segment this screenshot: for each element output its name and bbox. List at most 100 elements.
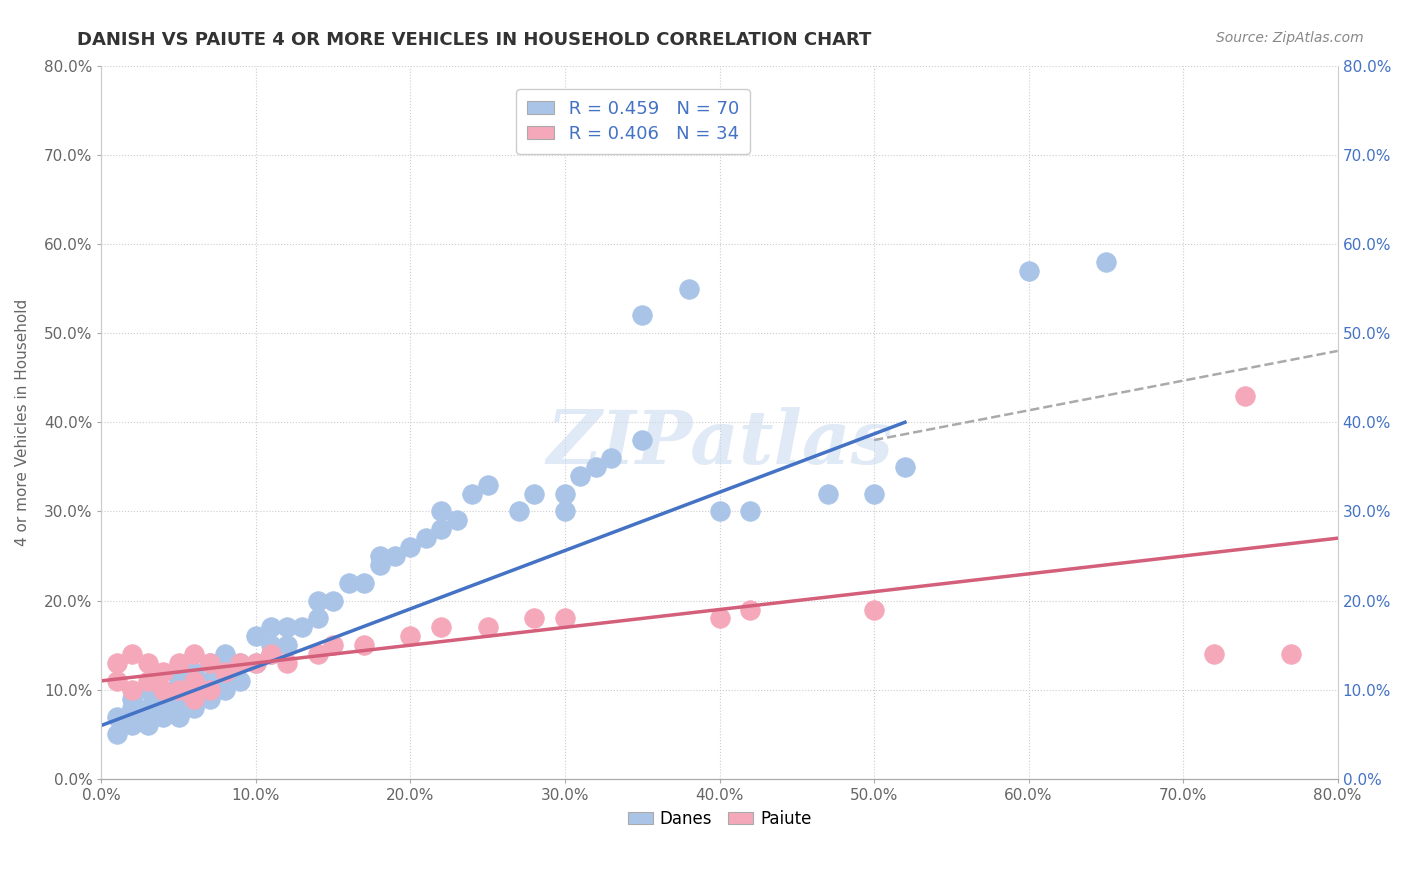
Y-axis label: 4 or more Vehicles in Household: 4 or more Vehicles in Household [15,299,30,546]
Point [709,504,731,518]
Point [136,718,159,732]
Point [399,629,422,643]
Point [384,549,406,563]
Point [260,647,283,661]
Point [353,638,375,652]
Point [276,638,298,652]
Point [198,691,221,706]
Point [214,647,236,661]
Point [198,682,221,697]
Point [105,656,128,670]
Point [183,700,205,714]
Point [245,656,267,670]
Point [477,620,499,634]
Point [368,549,391,563]
Point [1279,647,1302,661]
Point [167,682,190,697]
Point [183,691,205,706]
Point [229,673,252,688]
Point [600,450,623,465]
Point [415,531,437,545]
Point [198,673,221,688]
Point [894,459,917,474]
Text: Source: ZipAtlas.com: Source: ZipAtlas.com [1216,31,1364,45]
Point [167,700,190,714]
Point [136,656,159,670]
Point [307,647,329,661]
Point [229,656,252,670]
Point [260,620,283,634]
Point [337,575,360,590]
Point [430,504,453,518]
Point [477,477,499,491]
Point [523,486,546,500]
Point [554,611,576,625]
Point [167,691,190,706]
Point [461,486,484,500]
Point [322,638,344,652]
Point [198,682,221,697]
Point [183,647,205,661]
Point [863,486,886,500]
Point [430,522,453,536]
Point [152,709,174,723]
Point [276,620,298,634]
Text: ZIPatlas: ZIPatlas [546,408,893,480]
Point [121,709,143,723]
Point [136,673,159,688]
Point [183,673,205,688]
Point [214,665,236,679]
Point [152,665,174,679]
Point [399,540,422,554]
Point [569,468,592,483]
Point [183,682,205,697]
Point [121,718,143,732]
Point [136,682,159,697]
Point [121,691,143,706]
Point [152,691,174,706]
Point [214,665,236,679]
Point [740,602,762,616]
Point [554,504,576,518]
Point [136,709,159,723]
Point [817,486,839,500]
Point [167,709,190,723]
Point [863,602,886,616]
Point [245,656,267,670]
Point [446,513,468,527]
Point [353,575,375,590]
Point [585,459,607,474]
Point [105,727,128,741]
Point [631,308,654,322]
Point [307,593,329,607]
Point [214,682,236,697]
Point [198,656,221,670]
Point [740,504,762,518]
Point [291,620,314,634]
Point [183,665,205,679]
Point [260,647,283,661]
Point [1095,254,1118,268]
Point [121,682,143,697]
Point [152,700,174,714]
Point [167,673,190,688]
Point [508,504,530,518]
Point [631,433,654,447]
Point [167,656,190,670]
Point [709,611,731,625]
Point [121,700,143,714]
Point [121,647,143,661]
Point [276,656,298,670]
Point [678,281,700,295]
Point [307,611,329,625]
Point [198,656,221,670]
Point [1018,263,1040,277]
Point [229,656,252,670]
Point [183,691,205,706]
Point [245,629,267,643]
Point [322,593,344,607]
Point [1233,388,1256,402]
Text: DANISH VS PAIUTE 4 OR MORE VEHICLES IN HOUSEHOLD CORRELATION CHART: DANISH VS PAIUTE 4 OR MORE VEHICLES IN H… [77,31,872,49]
Legend: Danes, Paiute: Danes, Paiute [621,804,818,835]
Point [152,682,174,697]
